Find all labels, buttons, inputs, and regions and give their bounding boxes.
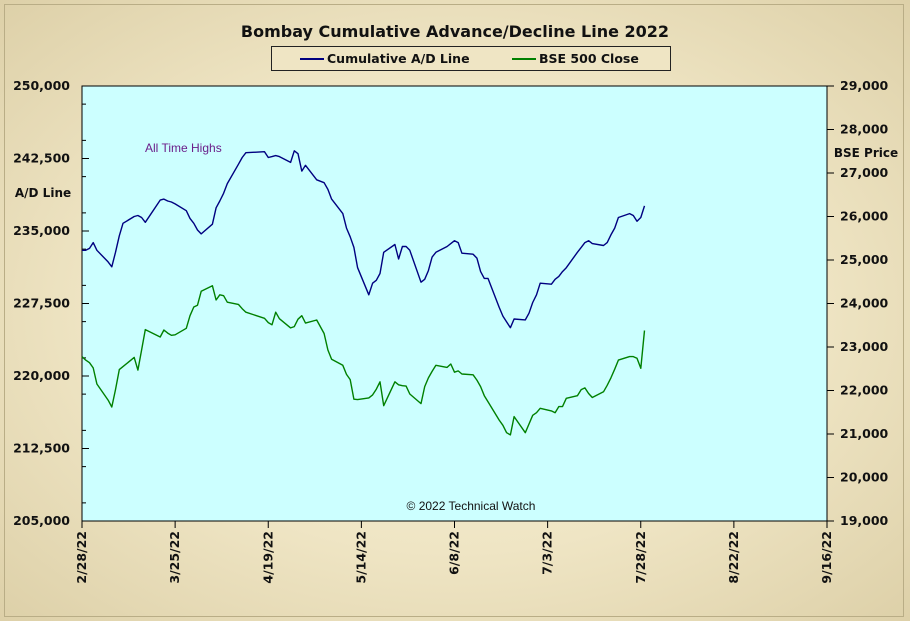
- annotation-all-time-highs: All Time Highs: [145, 141, 222, 155]
- chart-title: Bombay Cumulative Advance/Decline Line 2…: [240, 22, 670, 41]
- right-axis-tick-label: 23,000: [840, 339, 889, 354]
- x-axis-tick-label: 7/28/22: [633, 531, 648, 584]
- left-axis-tick-label: 212,500: [13, 441, 70, 456]
- legend-item-bse: BSE 500 Close: [512, 51, 639, 66]
- right-axis-label: BSE Price: [834, 146, 898, 160]
- right-axis-tick-label: 19,000: [840, 513, 889, 528]
- left-axis-tick-label: 227,500: [13, 296, 70, 311]
- right-axis-tick-label: 25,000: [840, 252, 889, 267]
- left-axis-label: A/D Line: [15, 186, 71, 200]
- right-axis-tick-label: 26,000: [840, 209, 889, 224]
- legend: Cumulative A/D Line BSE 500 Close: [271, 46, 671, 71]
- legend-label-ad-line: Cumulative A/D Line: [327, 51, 470, 66]
- left-axis-tick-label: 220,000: [13, 368, 70, 383]
- left-axis-tick-label: 205,000: [13, 513, 70, 528]
- left-axis-tick-label: 250,000: [13, 78, 70, 93]
- copyright-text: © 2022 Technical Watch: [407, 499, 536, 513]
- right-axis-tick-label: 21,000: [840, 426, 889, 441]
- x-axis-tick-label: 5/14/22: [353, 531, 368, 584]
- x-axis-tick-label: 3/25/22: [167, 531, 182, 584]
- left-axis-tick-label: 235,000: [13, 223, 70, 238]
- series-line-ad-line: [82, 150, 646, 329]
- left-axis-tick-label: 242,500: [13, 151, 70, 166]
- legend-item-ad-line: Cumulative A/D Line: [300, 51, 470, 66]
- legend-swatch-ad-line: [300, 57, 324, 60]
- series-line-bse-500: [81, 285, 646, 436]
- plot-area: [81, 85, 828, 522]
- right-axis-tick-label: 29,000: [840, 78, 889, 93]
- legend-swatch-bse: [512, 57, 536, 60]
- x-axis-tick-label: 7/3/22: [540, 531, 555, 575]
- right-axis-tick-label: 22,000: [840, 383, 889, 398]
- right-axis-tick-label: 27,000: [840, 165, 889, 180]
- frame-border: [4, 4, 904, 617]
- x-axis-tick-label: 8/22/22: [726, 531, 741, 584]
- x-axis-tick-label: 6/8/22: [447, 531, 462, 575]
- right-axis-tick-label: 24,000: [840, 296, 889, 311]
- x-axis-tick-label: 2/28/22: [74, 531, 89, 584]
- right-axis-tick-label: 28,000: [840, 122, 889, 137]
- x-axis-tick-label: 9/16/22: [819, 531, 834, 584]
- legend-label-bse: BSE 500 Close: [539, 51, 639, 66]
- right-axis-tick-label: 20,000: [840, 470, 889, 485]
- x-axis-tick-label: 4/19/22: [260, 531, 275, 584]
